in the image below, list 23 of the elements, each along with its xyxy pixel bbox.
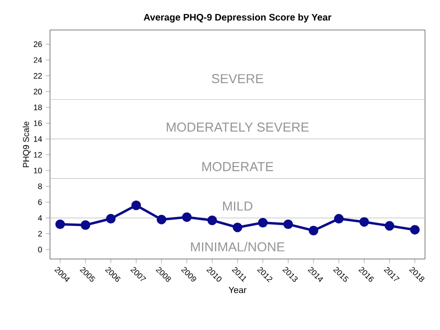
point bbox=[55, 219, 65, 230]
point bbox=[156, 214, 166, 224]
annotation: MODERATE bbox=[202, 162, 274, 172]
annotation: MILD bbox=[223, 202, 252, 211]
point bbox=[258, 218, 268, 228]
point bbox=[80, 220, 90, 230]
point bbox=[359, 217, 369, 227]
point bbox=[283, 219, 293, 230]
chart-title: Average PHQ-9 Depression Score by Year bbox=[144, 14, 332, 22]
point bbox=[308, 226, 318, 236]
point bbox=[106, 214, 116, 224]
point bbox=[207, 216, 217, 226]
y-axis-title: PHQ9 Scale bbox=[22, 122, 31, 168]
point bbox=[410, 224, 420, 235]
point bbox=[334, 214, 344, 224]
annotation: MODERATELY SEVERE bbox=[166, 122, 309, 132]
annotation: SEVERE bbox=[212, 74, 264, 84]
x-axis-title: Year bbox=[228, 286, 246, 294]
point bbox=[384, 221, 394, 231]
point bbox=[131, 200, 141, 210]
annotation: MINIMAL/NONE bbox=[191, 242, 284, 252]
point bbox=[182, 212, 192, 222]
point bbox=[232, 222, 242, 232]
